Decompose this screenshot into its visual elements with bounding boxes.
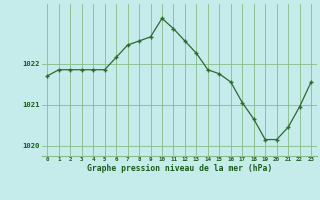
X-axis label: Graphe pression niveau de la mer (hPa): Graphe pression niveau de la mer (hPa): [87, 164, 272, 173]
